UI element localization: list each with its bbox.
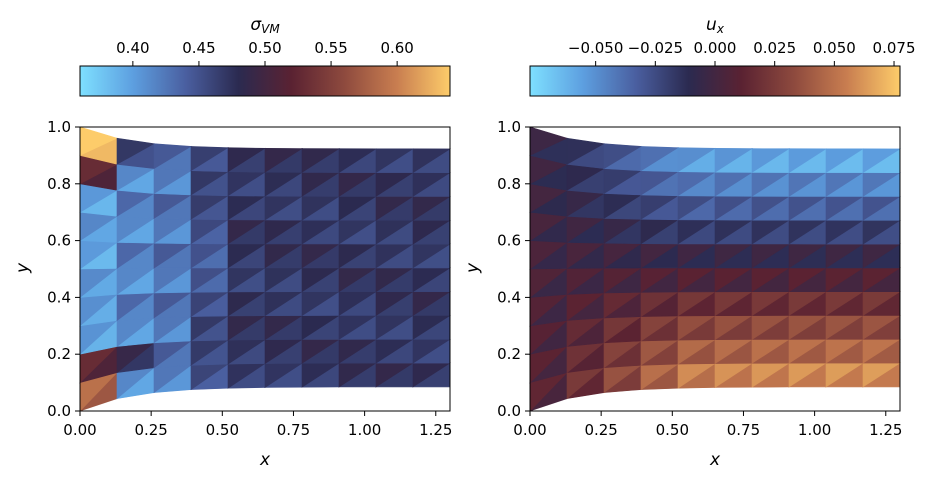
x-axis-label-right: x <box>709 450 721 470</box>
panel-right: ux −0.050 −0.025 0.000 0.025 0.050 0.075 0.00… <box>463 15 916 470</box>
colorbar-tick-label: 0.000 <box>694 39 737 57</box>
colorbar-tick-label: −0.050 <box>568 39 624 57</box>
colorbar-tick-label: 0.45 <box>182 39 215 57</box>
colorbar-left <box>79 65 451 97</box>
colorbar-tick-label: 0.40 <box>116 39 149 57</box>
mesh-triangle <box>751 148 791 173</box>
x-axis-label-left: x <box>259 450 271 470</box>
mesh-triangle <box>153 143 192 170</box>
colorbar-right <box>529 65 901 97</box>
mesh-triangle <box>375 148 415 174</box>
mesh-triangle <box>190 146 229 172</box>
y-axis-label-right: y <box>463 262 483 274</box>
y-ticks-left: 0.0 0.2 0.4 0.6 0.8 1.0 <box>47 118 80 420</box>
mesh-triangle <box>603 143 642 170</box>
y-tick-label: 0.4 <box>47 288 71 306</box>
colorbar-tick-label: 0.025 <box>753 39 796 57</box>
colorbar-ticks-right: −0.050 −0.025 0.000 0.025 0.050 0.075 <box>568 39 916 66</box>
x-tick-label: 0.25 <box>134 421 167 439</box>
colorbar-tick-label: 0.075 <box>873 39 916 57</box>
mesh-triangle <box>264 147 304 173</box>
y-tick-label: 0.0 <box>47 402 71 420</box>
y-ticks-right: 0.0 0.2 0.4 0.6 0.8 1.0 <box>497 118 530 420</box>
mesh-right <box>528 126 902 412</box>
y-tick-label: 0.8 <box>497 175 521 193</box>
y-tick-label: 0.8 <box>47 175 71 193</box>
x-tick-label: 0.00 <box>63 421 96 439</box>
x-ticks-left: 0.00 0.25 0.50 0.75 1.00 1.25 <box>63 411 452 439</box>
colorbar-tick-label: 0.050 <box>813 39 856 57</box>
mesh-triangle <box>566 137 605 165</box>
y-tick-label: 0.4 <box>497 288 521 306</box>
y-tick-label: 1.0 <box>497 118 521 136</box>
mesh-triangle <box>116 137 155 165</box>
mesh-triangle <box>640 146 679 172</box>
mesh-triangle <box>714 147 754 173</box>
colorbar-tick-label: 0.50 <box>248 39 281 57</box>
x-tick-label: 0.00 <box>513 421 546 439</box>
x-ticks-right: 0.00 0.25 0.50 0.75 1.00 1.25 <box>513 411 902 439</box>
y-tick-label: 0.0 <box>497 402 521 420</box>
x-tick-label: 0.50 <box>206 421 239 439</box>
colorbar-label-left: σVM <box>250 15 280 36</box>
y-axis-label-left: y <box>13 262 33 274</box>
mesh-triangle <box>788 148 828 174</box>
axes-frame-right <box>529 126 901 412</box>
colorbar-tick-label: 0.60 <box>380 39 413 57</box>
colorbar-label-right: ux <box>706 15 725 36</box>
x-tick-label: 0.50 <box>656 421 689 439</box>
y-tick-label: 1.0 <box>47 118 71 136</box>
x-tick-label: 0.25 <box>584 421 617 439</box>
y-tick-label: 0.2 <box>47 345 71 363</box>
y-tick-label: 0.2 <box>497 345 521 363</box>
axes-frame-left <box>79 126 451 412</box>
mesh-triangle <box>412 148 452 174</box>
mesh-triangle <box>862 148 902 174</box>
x-tick-label: 0.75 <box>727 421 760 439</box>
x-tick-label: 1.00 <box>348 421 381 439</box>
x-tick-label: 1.25 <box>419 421 452 439</box>
mesh-triangle <box>301 148 341 173</box>
mesh-triangle <box>677 147 717 173</box>
mesh-triangle <box>227 147 267 173</box>
y-tick-label: 0.6 <box>47 232 71 250</box>
x-tick-label: 0.75 <box>277 421 310 439</box>
colorbar-tick-label: −0.025 <box>628 39 684 57</box>
y-tick-label: 0.6 <box>497 232 521 250</box>
colorbar-ticks-left: 0.40 0.45 0.50 0.55 0.60 <box>116 39 414 66</box>
x-tick-label: 1.25 <box>869 421 902 439</box>
mesh-triangle <box>338 148 378 174</box>
colorbar-tick-label: 0.55 <box>314 39 347 57</box>
panel-left: σVM 0.40 0.45 0.50 0.55 0.60 0.00 0.25 0.50 0.7… <box>13 15 452 470</box>
mesh-triangle <box>825 148 865 174</box>
mesh-left <box>78 126 452 412</box>
x-tick-label: 1.00 <box>798 421 831 439</box>
